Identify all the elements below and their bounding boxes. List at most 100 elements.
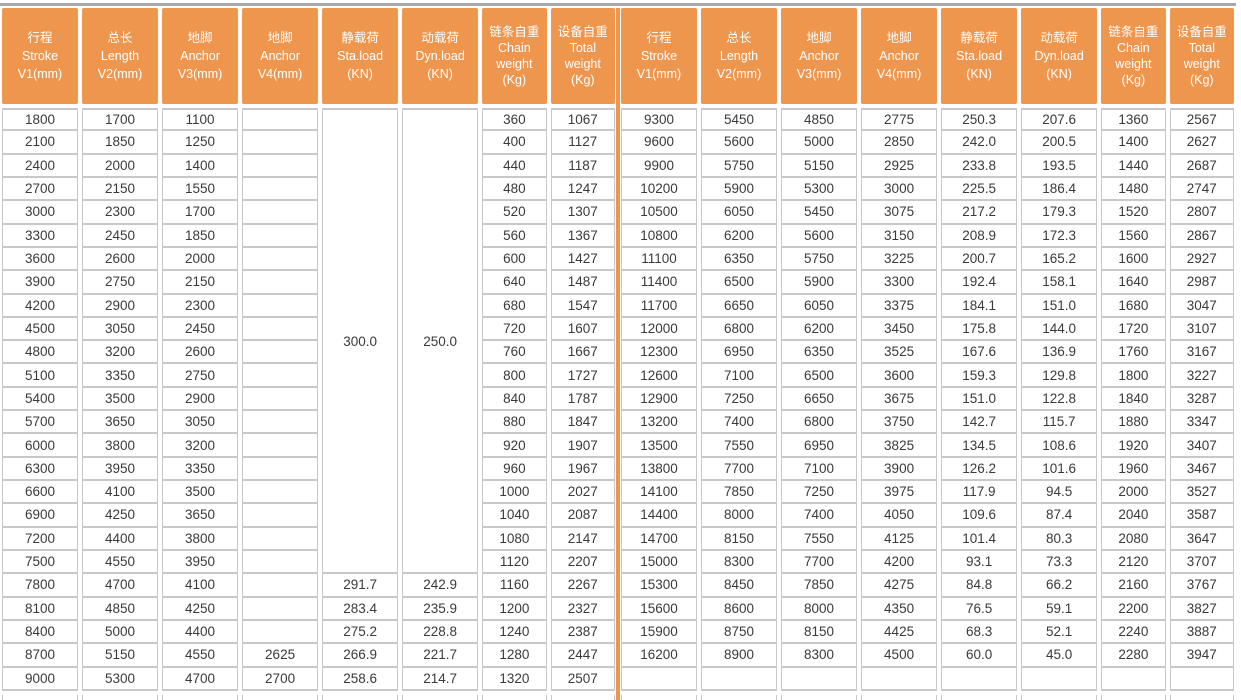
table-cell bbox=[781, 694, 858, 700]
table-cell: 1560 bbox=[1101, 224, 1166, 248]
table-cell: 1920 bbox=[1101, 434, 1166, 458]
table-cell bbox=[550, 694, 615, 700]
table-cell: 3047 bbox=[1169, 294, 1234, 318]
table-cell: 129.8 bbox=[1021, 364, 1098, 388]
column-header-line: V2(mm) bbox=[716, 67, 762, 81]
table-cell: 1727 bbox=[550, 364, 615, 388]
table-cell: 134.5 bbox=[941, 434, 1018, 458]
table-cell: 1320 bbox=[482, 667, 547, 691]
table-cell: 7400 bbox=[701, 411, 778, 435]
table-cell: 5000 bbox=[82, 620, 159, 645]
table-cell: 6050 bbox=[701, 201, 778, 225]
table-cell: 193.5 bbox=[1021, 154, 1098, 178]
table-cell: 2100 bbox=[2, 131, 79, 155]
table-cell: 1680 bbox=[1101, 294, 1166, 318]
table-cell: 1080 bbox=[482, 527, 547, 551]
table-cell bbox=[701, 694, 778, 700]
table-cell: 1250 bbox=[162, 131, 239, 155]
table-cell: 8300 bbox=[701, 550, 778, 575]
table-cell: 2807 bbox=[1169, 201, 1234, 225]
table-cell: 3650 bbox=[162, 504, 239, 528]
table-cell: 1120 bbox=[482, 550, 547, 575]
table-body-left: 1800 1700 1100 300.0 250.0 360 1067 2100 1850 125… bbox=[2, 108, 615, 700]
table-cell: 93.1 bbox=[941, 550, 1018, 575]
table-top-border bbox=[0, 3, 1236, 6]
table-cell: 109.6 bbox=[941, 504, 1018, 528]
table-cell: 2450 bbox=[82, 224, 159, 248]
table-cell: 440 bbox=[482, 154, 547, 178]
table-cell: 5150 bbox=[781, 154, 858, 178]
table-header-right: 行程 Stroke V1(mm) 总长 Length V2(mm) 地脚 Anchor V3(m… bbox=[621, 8, 1234, 104]
table-cell: 1280 bbox=[482, 644, 547, 668]
table-cell bbox=[1021, 667, 1098, 691]
table-cell: 11700 bbox=[621, 294, 698, 318]
table-cell: 1760 bbox=[1101, 341, 1166, 365]
table-cell bbox=[781, 667, 858, 691]
table-cell: 880 bbox=[482, 411, 547, 435]
table-cell: 200.7 bbox=[941, 247, 1018, 272]
table-cell: 60.0 bbox=[941, 644, 1018, 668]
table-cell: 2450 bbox=[162, 317, 239, 342]
table-cell: 7100 bbox=[781, 457, 858, 481]
table-cell: 11100 bbox=[621, 247, 698, 272]
table-cell: 3500 bbox=[162, 481, 239, 505]
column-header-line: Dyn.load bbox=[1034, 49, 1084, 63]
table-cell: 68.3 bbox=[941, 620, 1018, 645]
table-cell: 266.9 bbox=[322, 644, 399, 668]
column-header-line: (KN) bbox=[347, 67, 373, 81]
table-cell: 13800 bbox=[621, 457, 698, 481]
table-cell: 5300 bbox=[82, 667, 159, 691]
table-cell: 2627 bbox=[1169, 131, 1234, 155]
table-cell: 6200 bbox=[781, 317, 858, 342]
column-header-8: 设备自重 Total weight (Kg) bbox=[550, 8, 615, 104]
column-header-line: 链条自重 bbox=[1108, 25, 1159, 39]
table-cell: 7250 bbox=[781, 481, 858, 505]
table-cell: 1800 bbox=[2, 108, 79, 132]
table-cell: 207.6 bbox=[1021, 108, 1098, 132]
table-cell: 2400 bbox=[2, 154, 79, 178]
table-cell: 2000 bbox=[82, 154, 159, 178]
table-cell: 2775 bbox=[861, 108, 938, 132]
table-cell: 6900 bbox=[2, 504, 79, 528]
table-cell: 3650 bbox=[82, 411, 159, 435]
table-cell bbox=[1169, 667, 1234, 691]
table-cell bbox=[242, 527, 319, 551]
table-cell bbox=[482, 694, 547, 700]
table-cell: 80.3 bbox=[1021, 527, 1098, 551]
table-cell: 1200 bbox=[482, 597, 547, 621]
table-cell: 5300 bbox=[781, 177, 858, 202]
table-cell: 5000 bbox=[781, 131, 858, 155]
table-cell: 720 bbox=[482, 317, 547, 342]
table-cell bbox=[242, 504, 319, 528]
column-header-line: Sta.load bbox=[337, 49, 384, 63]
table-cell: 3675 bbox=[861, 387, 938, 412]
table-body-right: 9300 5450 4850 2775 250.3 207.6 1360 2567 9600 56… bbox=[621, 108, 1234, 700]
table-cell bbox=[242, 201, 319, 225]
table-cell: 2147 bbox=[550, 527, 615, 551]
column-header-line: 动载荷 bbox=[1040, 31, 1078, 45]
table-cell: 5450 bbox=[781, 201, 858, 225]
table-cell: 101.6 bbox=[1021, 457, 1098, 481]
table-cell: 1487 bbox=[550, 271, 615, 295]
table-cell: 1547 bbox=[550, 294, 615, 318]
table-cell: 6000 bbox=[2, 434, 79, 458]
table-cell: 1967 bbox=[550, 457, 615, 481]
table-cell bbox=[242, 481, 319, 505]
column-header-line: (KN) bbox=[427, 67, 453, 81]
column-header-line: 总长 bbox=[726, 31, 752, 45]
table-cell: 8000 bbox=[701, 504, 778, 528]
table-cell: 6650 bbox=[781, 387, 858, 412]
table-cell: 600 bbox=[482, 247, 547, 272]
table-cell: 6500 bbox=[701, 271, 778, 295]
table-cell: 3500 bbox=[82, 387, 159, 412]
table-cell: 16200 bbox=[621, 644, 698, 668]
table-cell: 13500 bbox=[621, 434, 698, 458]
table-cell: 3467 bbox=[1169, 457, 1234, 481]
table-cell bbox=[621, 667, 698, 691]
table-cell: 3800 bbox=[82, 434, 159, 458]
table-cell: 1850 bbox=[82, 131, 159, 155]
table-cell: 233.8 bbox=[941, 154, 1018, 178]
table-cell: 5750 bbox=[701, 154, 778, 178]
table-right-half: 行程 Stroke V1(mm) 总长 Length V2(mm) 地脚 Anchor V3(m… bbox=[621, 8, 1234, 700]
column-header-line: Anchor bbox=[799, 49, 839, 63]
